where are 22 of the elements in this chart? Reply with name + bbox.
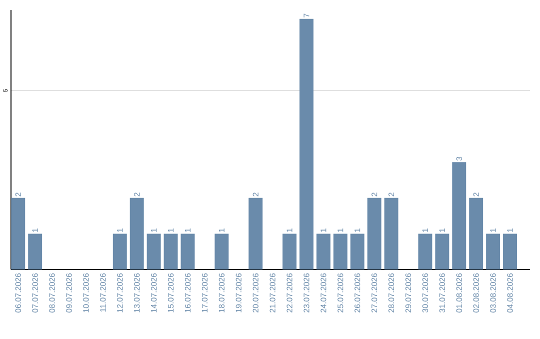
bar: [469, 198, 484, 270]
bar: [486, 234, 500, 270]
bar: [112, 234, 127, 270]
bar: [350, 234, 364, 270]
bar: [503, 234, 517, 270]
bar: [418, 234, 432, 270]
bar: [180, 234, 195, 270]
bar: [384, 198, 398, 270]
bar: [214, 234, 229, 270]
bar: [164, 234, 178, 270]
bar: [146, 234, 161, 270]
bar: [452, 162, 466, 270]
bar: [11, 198, 26, 270]
bar: [282, 234, 296, 270]
bar: [367, 198, 382, 270]
bar: [248, 198, 263, 270]
bar: [435, 234, 450, 270]
bar: [316, 234, 330, 270]
bar: [130, 198, 144, 270]
bar: [333, 234, 348, 270]
bar: [28, 234, 42, 270]
bar: [299, 18, 314, 270]
